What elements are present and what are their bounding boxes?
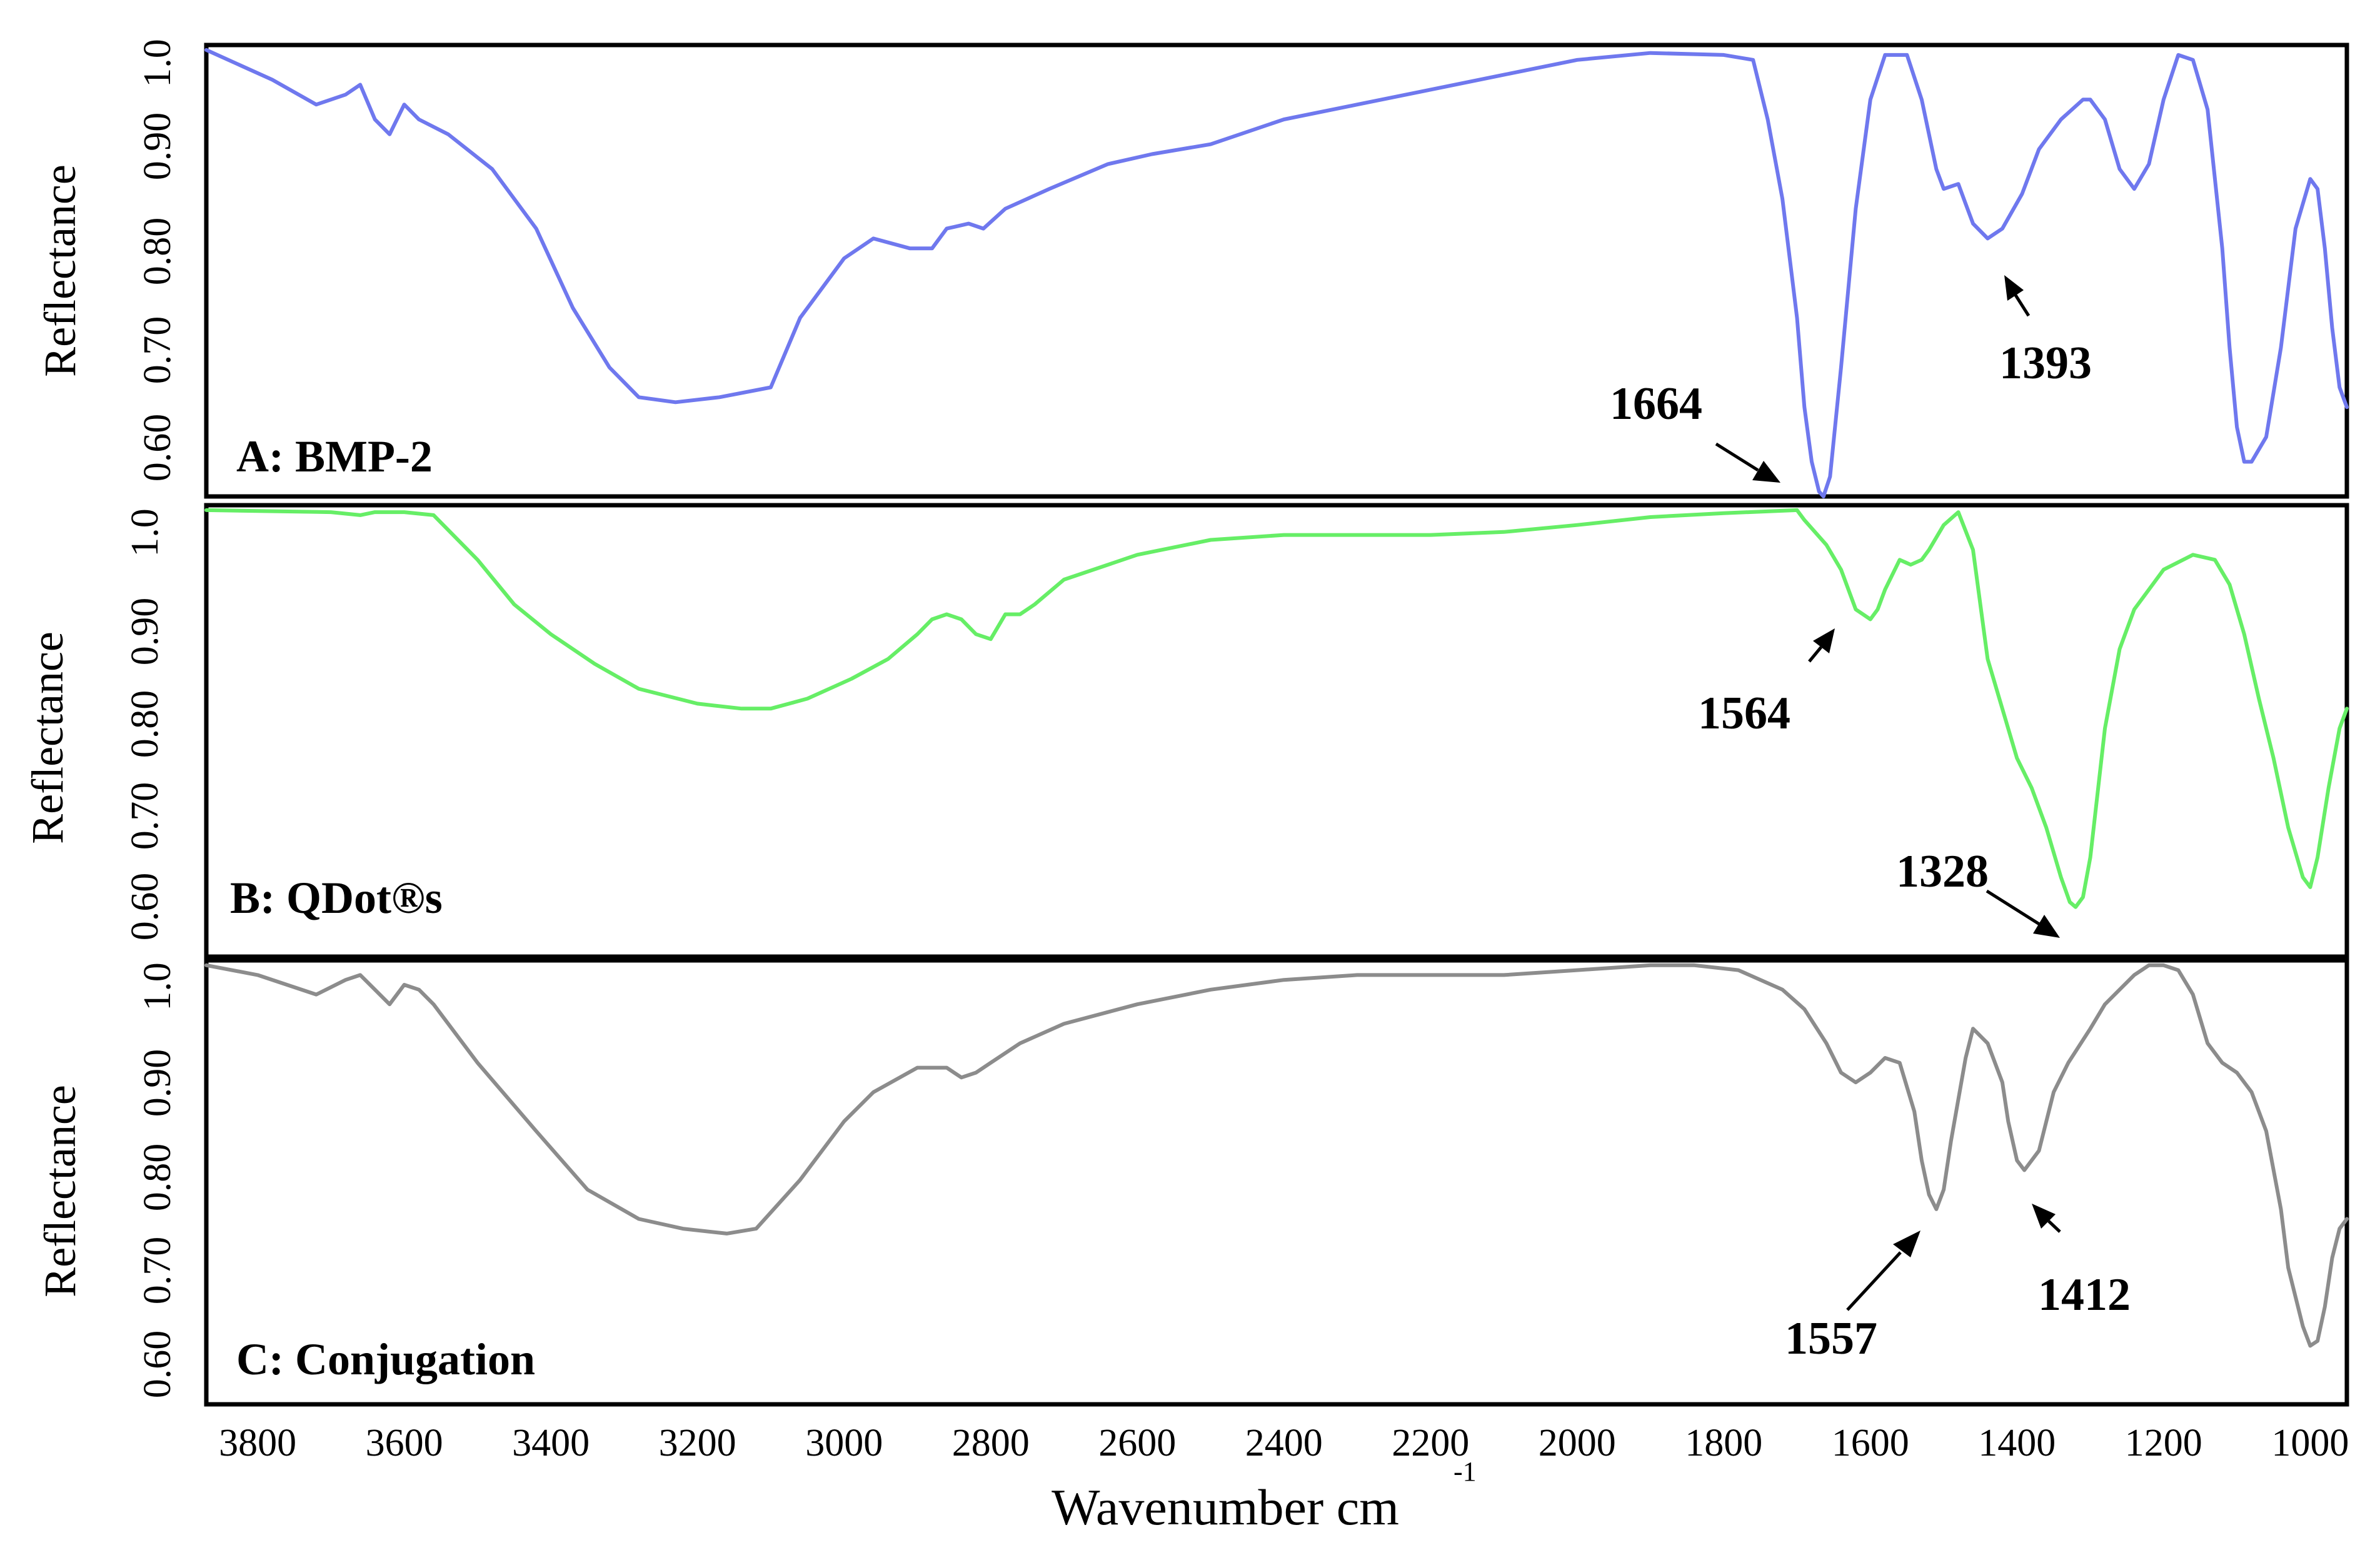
- peak-arrow-1557: [1846, 1251, 1902, 1311]
- peak-label-1393: 1393: [1999, 338, 2092, 389]
- peak-label-1664: 1664: [1610, 378, 1702, 430]
- panel-c-ytick: 0.60: [136, 1331, 179, 1399]
- x-tick-label: 1200: [2125, 1422, 2202, 1464]
- peak-arrow-1412: [2047, 1220, 2061, 1233]
- panel-c-ylabel: Reflectance: [35, 1085, 85, 1297]
- x-tick-label: 1800: [1685, 1422, 1762, 1464]
- series-line-conjugation: [204, 963, 2349, 1348]
- peak-arrowhead-1328: [2033, 915, 2060, 938]
- panel-a-ytick: 0.90: [136, 113, 179, 181]
- x-tick-label: 3000: [805, 1422, 883, 1464]
- x-tick-label: 1400: [1978, 1422, 2056, 1464]
- panel-a: Reflectance 1.0 0.90 0.80 0.70 0.60 A: B…: [35, 39, 2349, 499]
- panel-b-ytick: 1.0: [124, 508, 166, 557]
- series-line-qdots: [204, 508, 2349, 909]
- panel-c-ytick: 1.0: [136, 962, 179, 1011]
- panel-b-ytick: 0.80: [124, 690, 166, 758]
- x-axis-label-superscript: -1: [1454, 1456, 1477, 1487]
- peak-arrowhead-1393: [2004, 275, 2024, 301]
- peak-arrow-1664: [1715, 442, 1759, 472]
- panel-c-ytick: 0.80: [136, 1144, 179, 1212]
- peak-label-1328: 1328: [1896, 846, 1989, 897]
- peak-label-1557: 1557: [1785, 1313, 1877, 1364]
- x-axis-ticks: 3800 3600 3400 3200 3000 2800 2600 2400 2200 2000…: [219, 1422, 2349, 1464]
- panel-c-ytick: 0.90: [136, 1049, 179, 1117]
- panel-c-frame: [204, 958, 2349, 1407]
- x-tick-label: 1000: [2271, 1422, 2349, 1464]
- panel-a-ylabel: Reflectance: [35, 164, 85, 377]
- series-line-bmp2: [204, 48, 2349, 498]
- panel-b-title: B: QDot®s: [230, 873, 443, 923]
- panel-b-ylabel: Reflectance: [23, 632, 73, 844]
- panel-b: Reflectance 1.0 0.90 0.80 0.70 0.60 B: Q…: [23, 503, 2349, 959]
- x-tick-label: 2000: [1539, 1422, 1616, 1464]
- x-tick-label: 3800: [219, 1422, 296, 1464]
- x-tick-label: 3200: [659, 1422, 736, 1464]
- x-tick-label: 2400: [1245, 1422, 1323, 1464]
- panel-a-frame: [204, 43, 2349, 499]
- x-tick-label: 2800: [952, 1422, 1030, 1464]
- panel-c-yticks: 1.0 0.90 0.80 0.70 0.60: [136, 962, 179, 1398]
- peak-arrowhead-1564: [1813, 628, 1835, 653]
- x-tick-label: 3400: [512, 1422, 590, 1464]
- panel-c-title: C: Conjugation: [236, 1334, 535, 1384]
- x-tick-label: 2200: [1392, 1422, 1469, 1464]
- peak-arrow-1393: [2014, 294, 2031, 317]
- peak-label-1564: 1564: [1698, 688, 1790, 739]
- panel-b-ytick: 0.90: [124, 598, 166, 666]
- peak-arrow-1328: [1986, 889, 2041, 926]
- panel-b-frame: [204, 503, 2349, 959]
- peak-arrow-1564: [1808, 646, 1822, 663]
- panel-a-ytick: 0.60: [136, 414, 179, 482]
- panel-b-yticks: 1.0 0.90 0.80 0.70 0.60: [124, 508, 166, 940]
- x-tick-label: 3600: [366, 1422, 443, 1464]
- panel-c: Reflectance 1.0 0.90 0.80 0.70 0.60 C: C…: [35, 958, 2349, 1407]
- panel-b-ytick: 0.60: [124, 873, 166, 941]
- peak-label-1412: 1412: [2038, 1269, 2131, 1321]
- panel-c-ytick: 0.70: [136, 1237, 179, 1305]
- peak-arrowhead-1664: [1752, 461, 1780, 483]
- panel-a-ytick: 1.0: [136, 39, 179, 88]
- peak-arrowhead-1412: [2032, 1204, 2056, 1229]
- panel-a-title: A: BMP-2: [236, 431, 433, 481]
- x-tick-label: 2600: [1098, 1422, 1176, 1464]
- panel-b-ytick: 0.70: [124, 782, 166, 850]
- peak-arrowhead-1557: [1893, 1230, 1921, 1257]
- panel-a-ytick: 0.80: [136, 218, 179, 286]
- panel-a-yticks: 1.0 0.90 0.80 0.70 0.60: [136, 39, 179, 481]
- x-tick-label: 1600: [1832, 1422, 1909, 1464]
- x-axis-label: Wavenumber cm: [1052, 1479, 1399, 1536]
- panel-a-ytick: 0.70: [136, 316, 179, 385]
